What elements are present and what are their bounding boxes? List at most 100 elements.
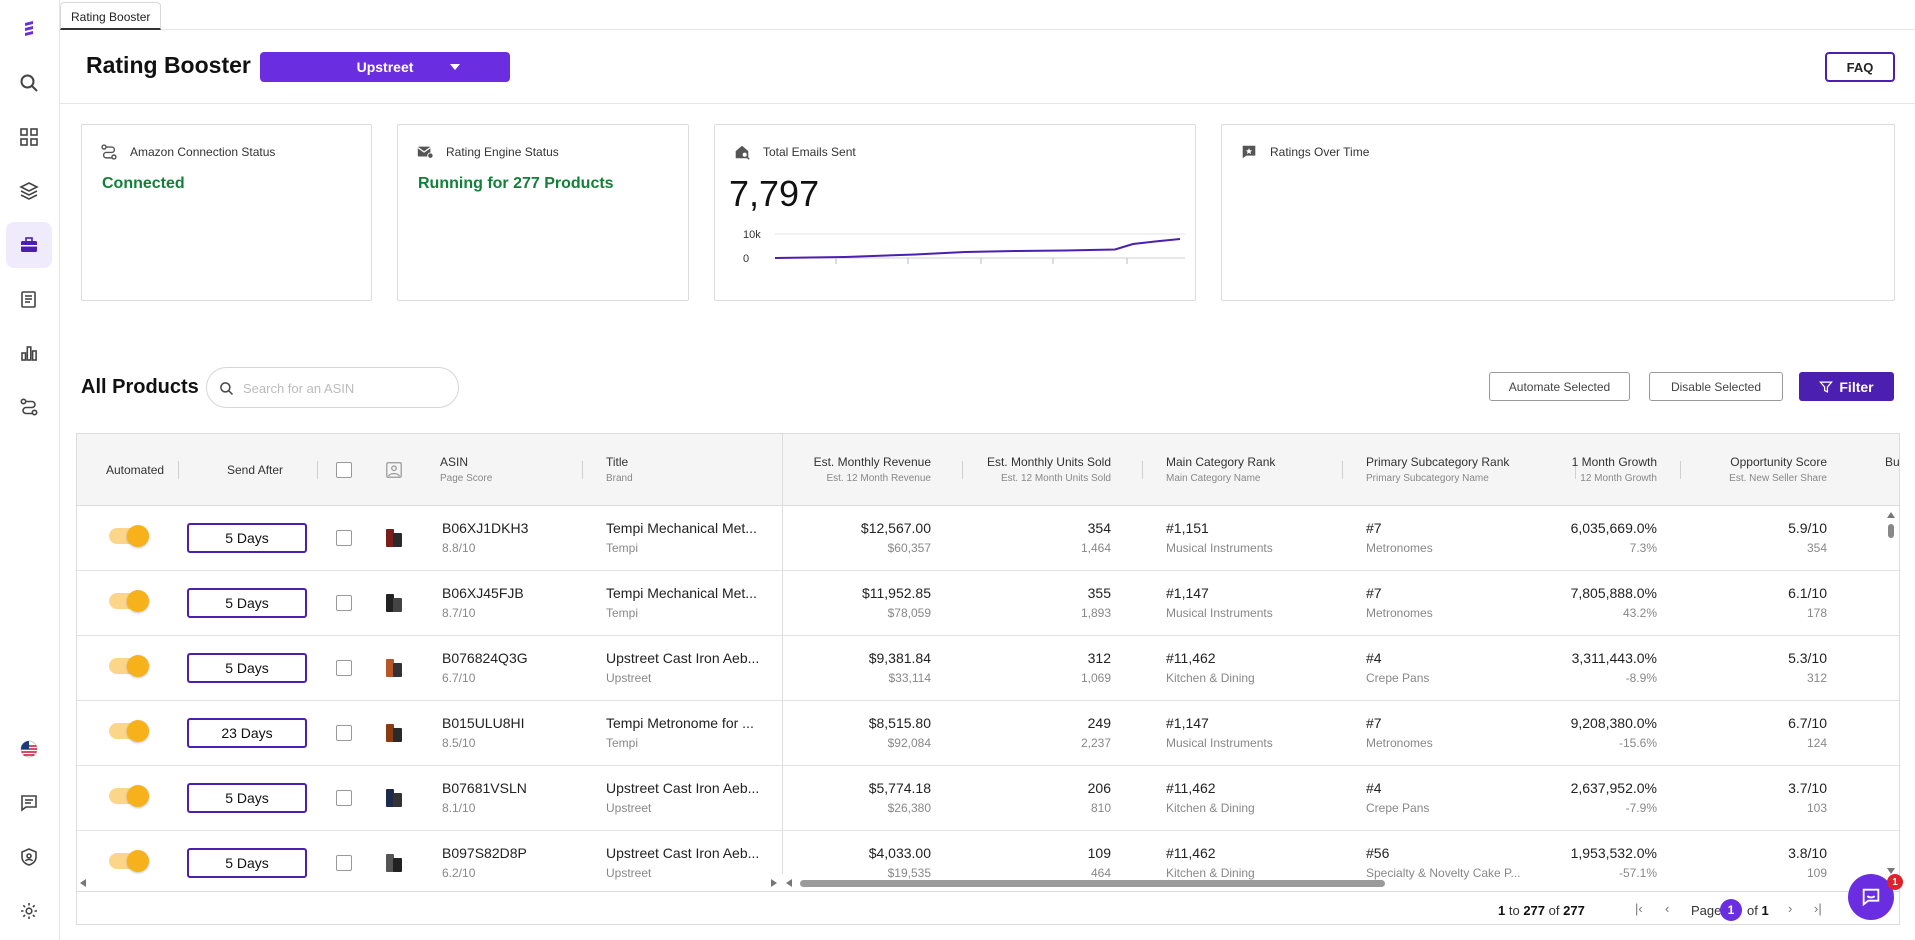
col-revenue[interactable]: Est. Monthly Revenue Est. 12 Month Revenu… xyxy=(814,455,931,486)
asin-value[interactable]: B06XJ1DKH3 xyxy=(442,520,529,536)
title-value[interactable]: Tempi Metronome for ... xyxy=(606,715,754,731)
emails-series-line xyxy=(774,238,1181,259)
us-flag-icon[interactable] xyxy=(6,726,52,772)
send-after-select[interactable]: 5 Days xyxy=(187,588,307,618)
send-after-select[interactable]: 5 Days xyxy=(187,783,307,813)
asin-value[interactable]: B06XJ45FJB xyxy=(442,585,524,601)
dashboard-grid-icon[interactable] xyxy=(6,114,52,160)
title-cell: Upstreet Cast Iron Aeb... Upstreet xyxy=(606,845,771,882)
horizontal-scrollbar[interactable] xyxy=(77,877,1899,889)
automation-toggle[interactable] xyxy=(109,655,149,677)
revenue-value: $12,567.00 xyxy=(860,520,931,536)
route-icon[interactable] xyxy=(6,384,52,430)
send-after-select[interactable]: 5 Days xyxy=(187,653,307,683)
scroll-thumb[interactable] xyxy=(800,880,1385,887)
search-icon[interactable] xyxy=(6,60,52,106)
row-checkbox[interactable] xyxy=(336,855,352,871)
row-checkbox[interactable] xyxy=(336,725,352,741)
scroll-right-icon[interactable] xyxy=(771,879,777,887)
units-cell: 354 1,464 xyxy=(1081,520,1111,557)
scroll-thumb[interactable] xyxy=(1888,524,1894,538)
search-input[interactable] xyxy=(243,377,443,399)
asin-value[interactable]: B07681VSLN xyxy=(442,780,527,796)
row-checkbox[interactable] xyxy=(336,595,352,611)
title-value[interactable]: Tempi Mechanical Met... xyxy=(606,520,757,536)
current-page[interactable]: 1 xyxy=(1720,899,1742,921)
col-main-rank[interactable]: Main Category Rank Main Category Name xyxy=(1166,455,1275,486)
automation-toggle[interactable] xyxy=(109,785,149,807)
automation-toggle[interactable] xyxy=(109,525,149,547)
row-checkbox[interactable] xyxy=(336,660,352,676)
table-row[interactable]: 5 Days B076824Q3G 6.7/10 Upstreet Cast Iron… xyxy=(77,636,1899,701)
col-units[interactable]: Est. Monthly Units Sold Est. 12 Month Uni… xyxy=(987,455,1111,486)
first-page-icon[interactable]: |‹ xyxy=(1635,901,1643,916)
toolbox-icon[interactable] xyxy=(6,222,52,268)
document-icon[interactable] xyxy=(6,276,52,322)
table-row[interactable]: 5 Days B06XJ45FJB 8.7/10 Tempi Mechanical M… xyxy=(77,571,1899,636)
table-row[interactable]: 5 Days B07681VSLN 8.1/10 Upstreet Cast Iron… xyxy=(77,766,1899,831)
row-checkbox[interactable] xyxy=(336,790,352,806)
faq-button[interactable]: FAQ xyxy=(1825,52,1895,82)
main-category: Musical Instruments xyxy=(1166,606,1273,620)
emails-sent-card: Total Emails Sent 7,797 10k 0 xyxy=(714,124,1196,301)
title-value[interactable]: Upstreet Cast Iron Aeb... xyxy=(606,845,760,861)
disable-selected-button[interactable]: Disable Selected xyxy=(1649,372,1783,401)
automation-toggle[interactable] xyxy=(109,850,149,872)
product-thumbnail xyxy=(386,789,402,807)
title-value[interactable]: Tempi Mechanical Met... xyxy=(606,585,757,601)
asin-value[interactable]: B097S82D8P xyxy=(442,845,527,861)
scroll-left-icon[interactable] xyxy=(786,879,792,887)
brand-value: Tempi xyxy=(606,736,639,750)
last-page-icon[interactable]: ›| xyxy=(1814,901,1822,916)
revenue-value: $8,515.80 xyxy=(868,715,931,731)
growth-12m: -7.9% xyxy=(1625,801,1657,815)
col-asin-sub: Page Score xyxy=(440,473,493,484)
asin-value[interactable]: B076824Q3G xyxy=(442,650,528,666)
asin-search[interactable] xyxy=(206,367,459,408)
emails-sparkline-chart: 10k 0 xyxy=(743,229,1185,265)
asin-value[interactable]: B015ULU8HI xyxy=(442,715,525,731)
title-value[interactable]: Upstreet Cast Iron Aeb... xyxy=(606,780,760,796)
logo-icon[interactable] xyxy=(6,6,52,52)
col-growth[interactable]: 1 Month Growth 12 Month Growth xyxy=(1572,455,1657,486)
products-table: Automated Send After ASIN Page Score Titl… xyxy=(76,433,1900,925)
col-opportunity[interactable]: Opportunity Score Est. New Seller Share xyxy=(1729,455,1827,486)
prev-page-icon[interactable]: ‹ xyxy=(1665,901,1670,916)
send-after-select[interactable]: 5 Days xyxy=(187,848,307,878)
brand-value: Upstreet xyxy=(606,866,652,880)
row-checkbox[interactable] xyxy=(336,530,352,546)
scroll-up-icon[interactable] xyxy=(1887,512,1895,518)
filter-button[interactable]: Filter xyxy=(1799,372,1894,401)
col-subcategory-rank[interactable]: Primary Subcategory Rank Primary Subcateg… xyxy=(1366,455,1509,486)
layers-icon[interactable] xyxy=(6,168,52,214)
scroll-left-icon[interactable] xyxy=(80,879,86,887)
col-truncated[interactable]: Bu xyxy=(1885,455,1900,469)
revenue-12m: $92,084 xyxy=(887,736,931,750)
send-after-select[interactable]: 5 Days xyxy=(187,523,307,553)
support-chat-button[interactable] xyxy=(1848,874,1894,920)
growth-1m: 7,805,888.0% xyxy=(1570,585,1657,601)
automate-selected-button[interactable]: Automate Selected xyxy=(1489,372,1630,401)
scroll-down-icon[interactable] xyxy=(1887,868,1895,874)
send-after-select[interactable]: 23 Days xyxy=(187,718,307,748)
automation-toggle[interactable] xyxy=(109,720,149,742)
automation-toggle[interactable] xyxy=(109,590,149,612)
col-asin[interactable]: ASIN Page Score xyxy=(440,455,492,486)
col-title[interactable]: Title Brand xyxy=(606,455,633,486)
bar-chart-icon[interactable] xyxy=(6,330,52,376)
shield-icon[interactable] xyxy=(6,834,52,880)
col-send-after[interactable]: Send After xyxy=(227,463,284,477)
revenue-cell: $9,381.84 $33,114 xyxy=(869,650,931,687)
tab-rating-booster[interactable]: Rating Booster xyxy=(60,2,162,30)
table-row[interactable]: 5 Days B06XJ1DKH3 8.8/10 Tempi Mechanical M… xyxy=(77,506,1899,571)
store-selector[interactable]: Upstreet xyxy=(260,52,510,82)
col-automated[interactable]: Automated xyxy=(106,463,165,477)
title-value[interactable]: Upstreet Cast Iron Aeb... xyxy=(606,650,760,666)
chat-message-icon[interactable] xyxy=(6,780,52,826)
main-rank-value: #1,147 xyxy=(1166,585,1209,601)
settings-gear-icon[interactable] xyxy=(6,888,52,934)
next-page-icon[interactable]: › xyxy=(1788,901,1793,916)
vertical-scrollbar[interactable] xyxy=(1887,512,1895,874)
select-all-checkbox[interactable] xyxy=(336,462,352,478)
table-row[interactable]: 23 Days B015ULU8HI 8.5/10 Tempi Metronome f… xyxy=(77,701,1899,766)
